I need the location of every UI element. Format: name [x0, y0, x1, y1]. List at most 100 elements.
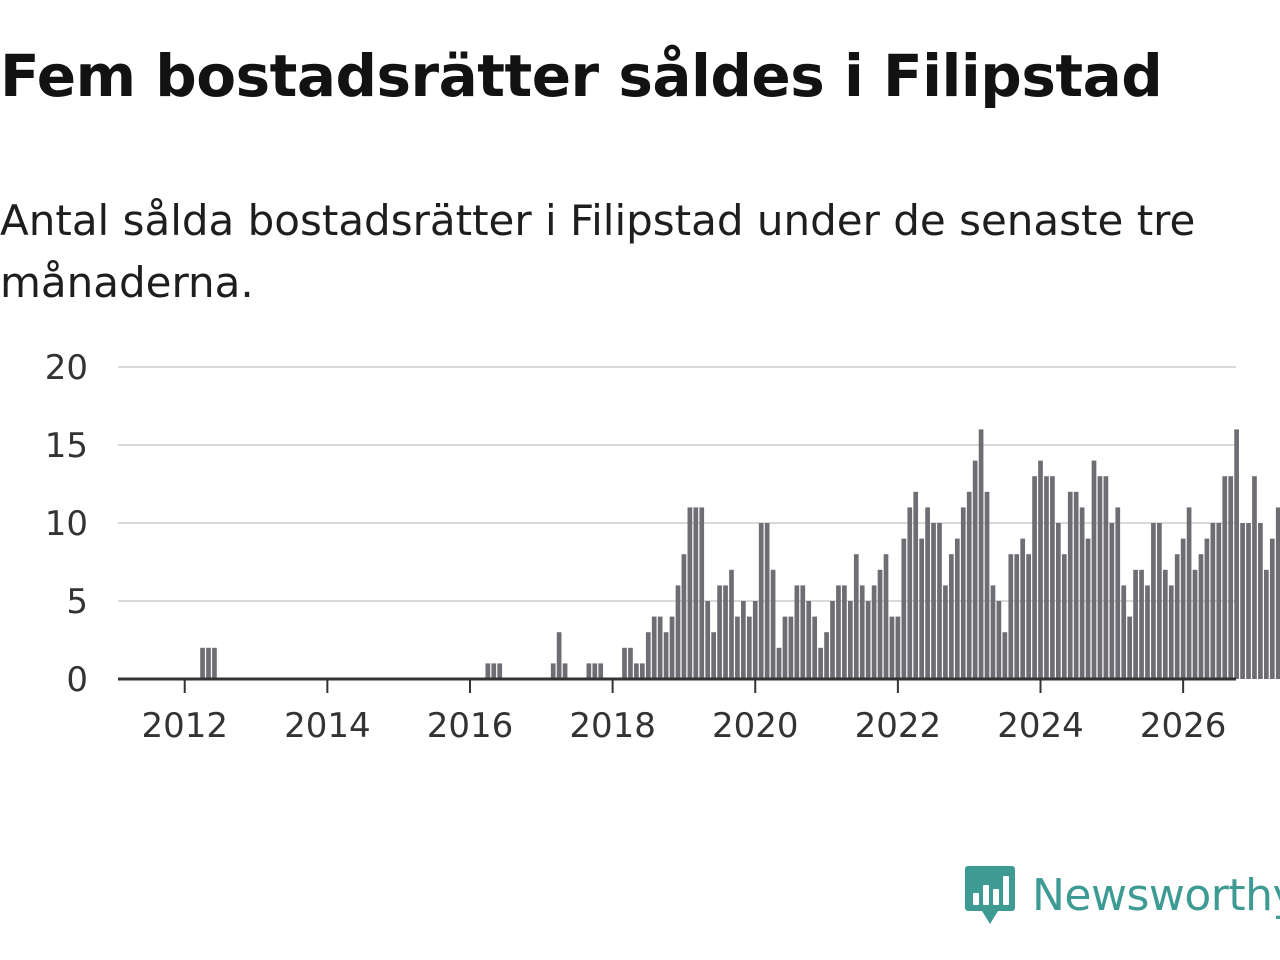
- bar: [883, 554, 889, 679]
- bar: [913, 491, 919, 679]
- bar: [925, 507, 930, 679]
- bar: [836, 585, 841, 679]
- bar: [1162, 569, 1168, 679]
- bar: [847, 601, 853, 679]
- bar: [741, 601, 746, 679]
- bar: [1050, 476, 1055, 679]
- x-tick-label: 2016: [427, 706, 514, 746]
- bar: [794, 585, 800, 679]
- bar: [1026, 554, 1031, 679]
- bar: [1204, 538, 1210, 679]
- x-tick-label: 2012: [141, 706, 228, 746]
- bar: [1269, 538, 1275, 679]
- bar: [206, 647, 211, 679]
- bar: [681, 554, 687, 679]
- bar: [966, 491, 972, 679]
- labels: 0 5 10 15 20 2012 2014 2016 2018 2020 2022 2024 2026…: [45, 348, 1227, 746]
- bar: [830, 601, 835, 679]
- bar: [1133, 569, 1138, 679]
- bar: [818, 647, 823, 679]
- x-tick-label: 2022: [855, 706, 942, 746]
- bar: [949, 554, 954, 679]
- bar: [1061, 554, 1067, 679]
- bar: [657, 616, 663, 679]
- bar: [960, 507, 966, 679]
- bar: [1038, 460, 1043, 679]
- bar: [943, 585, 948, 679]
- bar: [1246, 523, 1251, 679]
- bar: [907, 507, 913, 679]
- bar: [675, 585, 681, 679]
- bar: [812, 616, 818, 679]
- bar: [871, 585, 877, 679]
- bar: [598, 663, 604, 679]
- bar: [1109, 523, 1115, 679]
- bar: [1264, 569, 1269, 679]
- bar: [1044, 476, 1049, 679]
- bar: [1014, 554, 1020, 679]
- bar: [1020, 538, 1026, 679]
- bar: [1168, 585, 1174, 679]
- brand-name: Newsworthy: [1032, 869, 1280, 921]
- bar: [634, 663, 639, 679]
- bar: [746, 616, 752, 679]
- x-tick-label: 2026: [1140, 706, 1227, 746]
- bar: [645, 632, 651, 679]
- bar-chart: 0 5 10 15 20 2012 2014 2016 2018 2020 2022 2024 2026…: [45, 348, 1280, 746]
- chart-title: Fem bostadsrätter såldes i Filipstad: [0, 42, 1163, 110]
- bar: [972, 460, 978, 679]
- bar: [1121, 585, 1127, 679]
- bar: [1115, 507, 1121, 679]
- bar: [485, 663, 491, 679]
- bar: [1186, 507, 1192, 679]
- bar: [788, 616, 794, 679]
- bar: [491, 663, 497, 679]
- bar: [735, 616, 740, 679]
- bar: [200, 647, 205, 679]
- bar: [586, 663, 592, 679]
- bar: [1198, 554, 1204, 679]
- bar: [1002, 632, 1008, 679]
- bar: [687, 507, 693, 679]
- chart-subtitle: Antal sålda bostadsrätter i Filipstad un…: [0, 196, 1196, 307]
- bar: [842, 585, 847, 679]
- bar: [1216, 523, 1222, 679]
- bar: [592, 663, 598, 679]
- y-tick-label: 0: [66, 660, 88, 700]
- bar: [752, 601, 758, 679]
- bar: [1055, 523, 1061, 679]
- bar: [1151, 523, 1156, 679]
- x-axis: [118, 677, 1236, 693]
- bar: [550, 663, 556, 679]
- bar: [622, 647, 627, 679]
- bar: [800, 585, 806, 679]
- bar: [729, 569, 734, 679]
- bar: [764, 523, 770, 679]
- bar: [1192, 569, 1198, 679]
- bar: [1222, 476, 1228, 679]
- bar: [782, 616, 788, 679]
- bar: [497, 663, 503, 679]
- y-tick-label: 15: [45, 426, 88, 466]
- bar: [562, 663, 568, 679]
- x-tick-label: 2024: [997, 706, 1084, 746]
- bar: [639, 663, 645, 679]
- bar: [1032, 476, 1037, 679]
- bar: [1079, 507, 1085, 679]
- bar: [1240, 523, 1245, 679]
- bar: [1252, 476, 1257, 679]
- x-tick-label: 2014: [284, 706, 371, 746]
- bar: [919, 538, 924, 679]
- bar: [212, 647, 217, 679]
- bar: [853, 554, 859, 679]
- bar: [723, 585, 728, 679]
- bar: [824, 632, 829, 679]
- bar: [901, 538, 907, 679]
- bar: [865, 601, 871, 679]
- bar: [978, 429, 984, 679]
- bar: [770, 569, 776, 679]
- bar: [859, 585, 865, 679]
- bar: [1174, 554, 1180, 679]
- y-tick-label: 10: [45, 504, 88, 544]
- bar: [651, 616, 657, 679]
